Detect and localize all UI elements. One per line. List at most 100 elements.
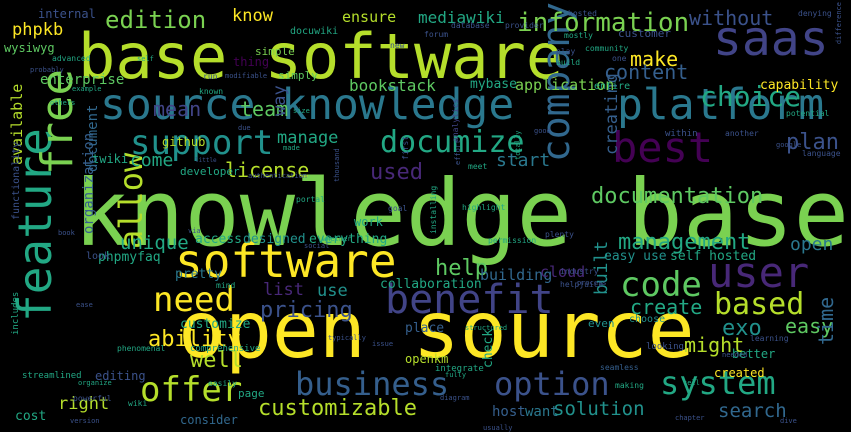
cloud-word: better [732, 347, 776, 361]
cloud-word: editing [95, 369, 146, 383]
cloud-word: start [496, 150, 551, 171]
cloud-word: play [556, 47, 576, 56]
cloud-word: needed [722, 351, 748, 359]
cloud-word: difference [835, 2, 843, 45]
cloud-word: openkm [405, 352, 449, 366]
cloud-word: entire [594, 81, 631, 92]
cloud-word: social [304, 242, 330, 250]
cloud-word: thousand [333, 148, 341, 182]
cloud-word: base software [78, 20, 564, 93]
cloud-word: dive [780, 417, 797, 425]
cloud-word: make [630, 47, 679, 71]
cloud-word: within [665, 129, 698, 139]
cloud-word: github [162, 135, 206, 149]
cloud-word: knowledge base [73, 160, 849, 267]
cloud-word: due [238, 124, 251, 132]
cloud-word: work [354, 215, 383, 229]
cloud-word: well [190, 348, 243, 373]
cloud-word: organize [78, 379, 112, 387]
cloud-word: phpmyfaq [98, 250, 161, 265]
cloud-word: saas [713, 11, 829, 67]
cloud-word: totally [514, 130, 522, 160]
cloud-word: building [480, 266, 553, 284]
cloud-word: everything [309, 232, 388, 247]
cloud-word: system [660, 364, 776, 402]
cloud-word: little [195, 157, 217, 164]
cloud-word: via [188, 227, 201, 235]
cloud-word: mediawiki [418, 8, 505, 27]
cloud-word: create [630, 295, 703, 319]
cloud-word: bookstack [349, 76, 436, 95]
cloud-word: installing [429, 185, 438, 234]
cloud-word: wysiwyg [4, 41, 55, 55]
cloud-word: goal [388, 204, 408, 213]
cloud-word: build [556, 58, 581, 67]
cloud-word: thing [233, 55, 270, 69]
cloud-word: created [714, 366, 765, 380]
cloud-word: learning [750, 334, 789, 343]
cloud-word: tell [683, 379, 700, 387]
cloud-word: version [70, 417, 100, 425]
cloud-word: mybase [470, 77, 517, 92]
cloud-word: modifiable [225, 72, 268, 80]
cloud-word: good [534, 127, 551, 135]
cloud-word: choice [700, 80, 802, 113]
cloud-word: advanced [52, 54, 91, 63]
cloud-word: mostly [564, 31, 593, 40]
cloud-word: pricing [260, 298, 353, 323]
cloud-word: organization [81, 132, 97, 234]
cloud-word: typically [328, 334, 366, 342]
cloud-word: comprehensive [190, 344, 261, 354]
cloud-word: streamlined [22, 371, 82, 381]
cloud-word: portal [296, 195, 325, 204]
cloud-word: new [390, 41, 405, 50]
cloud-word: plenty [545, 230, 574, 239]
cloud-word: making [615, 381, 644, 390]
cloud-word: exo [722, 316, 762, 341]
cloud-word: platform [617, 80, 825, 130]
cloud-word: size [293, 107, 310, 115]
cloud-word: license [225, 158, 310, 182]
cloud-word: cloud [540, 263, 586, 281]
cloud-word: code [620, 265, 702, 305]
cloud-word: phenomenal [117, 344, 166, 353]
cloud-word: others [50, 99, 76, 107]
cloud-word: provider [505, 21, 544, 30]
cloud-word: customizable [258, 396, 417, 421]
cloud-word: consider [180, 413, 238, 427]
cloud-word: search [718, 400, 787, 422]
cloud-word: effort [454, 139, 462, 165]
cloud-word: documize [380, 125, 525, 160]
cloud-word: issue [372, 340, 394, 348]
cloud-word: manage [277, 128, 339, 148]
cloud-word: seamless [600, 363, 639, 372]
cloud-word: first [401, 135, 410, 160]
cloud-word: software [175, 234, 397, 288]
cloud-word: self [137, 55, 154, 63]
cloud-word: easy [785, 314, 834, 338]
cloud-word: functionality [11, 141, 22, 220]
cloud-word: open [790, 234, 834, 255]
cloud-word: place [405, 321, 445, 336]
cloud-word: application [515, 76, 615, 94]
cloud-word: list [263, 280, 304, 300]
cloud-word: need [153, 280, 235, 320]
cloud-word: forum [424, 30, 449, 39]
cloud-word: customer [618, 27, 671, 40]
cloud-word: one [612, 54, 627, 63]
cloud-word: docuwiki [290, 26, 339, 37]
cloud-word: based [714, 287, 805, 322]
cloud-word: plan [786, 130, 839, 155]
cloud-word: hosted [568, 9, 597, 18]
cloud-word: database [451, 21, 490, 30]
cloud-word: book [58, 229, 75, 237]
cloud-word: known [199, 87, 224, 96]
cloud-word: phpkb [12, 20, 64, 40]
cloud-word: denying [798, 9, 832, 18]
cloud-word: whether [322, 235, 352, 243]
cloud-word: made [283, 144, 300, 152]
cloud-word: potential [786, 109, 830, 118]
cloud-word: google [776, 141, 802, 149]
cloud-word: know [232, 6, 273, 26]
